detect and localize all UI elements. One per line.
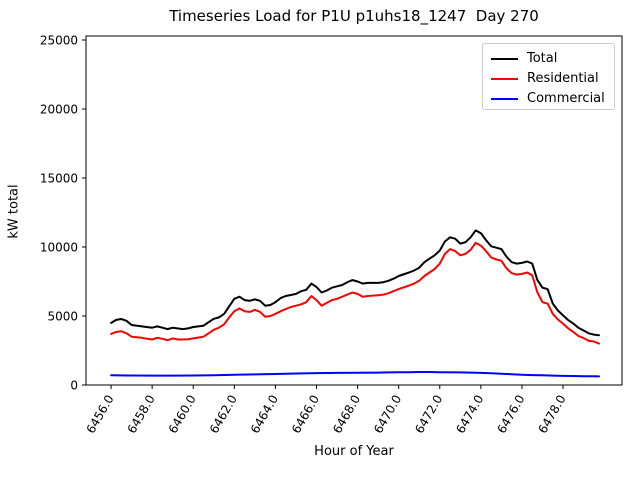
x-axis-label: Hour of Year xyxy=(314,444,394,459)
series-line-residential xyxy=(110,241,600,345)
legend-item-total: Total xyxy=(491,49,614,69)
y-tick-label: 10000 xyxy=(40,241,78,255)
x-tick-label: 6478.0 xyxy=(536,393,569,436)
x-tick-label: 6472.0 xyxy=(412,393,445,436)
x-tick-label: 6466.0 xyxy=(289,393,322,436)
x-tick-label: 6468.0 xyxy=(330,393,363,436)
plot-border xyxy=(85,35,623,386)
chart-title: Timeseries Load for P1U p1uhs18_1247 Day… xyxy=(169,7,539,25)
legend-item-residential: Residential xyxy=(491,69,614,89)
x-tick-label: 6462.0 xyxy=(207,393,240,436)
residential-line-icon xyxy=(491,78,518,80)
legend-label-residential: Residential xyxy=(527,71,599,86)
legend-label-commercial: Commercial xyxy=(527,91,605,106)
x-tick-label: 6470.0 xyxy=(371,393,404,436)
y-tick-label: 5000 xyxy=(47,310,78,324)
legend-label-total: Total xyxy=(527,51,558,66)
y-tick-label: 15000 xyxy=(40,172,78,186)
legend: Total Residential Commercial xyxy=(482,43,615,110)
total-line-icon xyxy=(491,58,518,60)
y-tick-label: 20000 xyxy=(40,103,78,117)
y-axis-label: kW total xyxy=(6,184,22,239)
x-tick-label: 6464.0 xyxy=(248,393,281,436)
commercial-line-icon xyxy=(491,98,518,100)
x-tick-label: 6474.0 xyxy=(453,392,486,435)
x-tick-label: 6458.0 xyxy=(125,393,158,436)
x-tick-label: 6460.0 xyxy=(166,393,199,436)
y-tick-label: 25000 xyxy=(40,34,78,48)
x-tick-label: 6476.0 xyxy=(494,393,527,436)
series-line-commercial xyxy=(110,371,600,378)
x-tick-label: 6456.0 xyxy=(84,393,117,436)
y-tick-label: 0 xyxy=(70,379,78,393)
legend-item-commercial: Commercial xyxy=(491,89,614,109)
series-line-total xyxy=(110,229,600,337)
